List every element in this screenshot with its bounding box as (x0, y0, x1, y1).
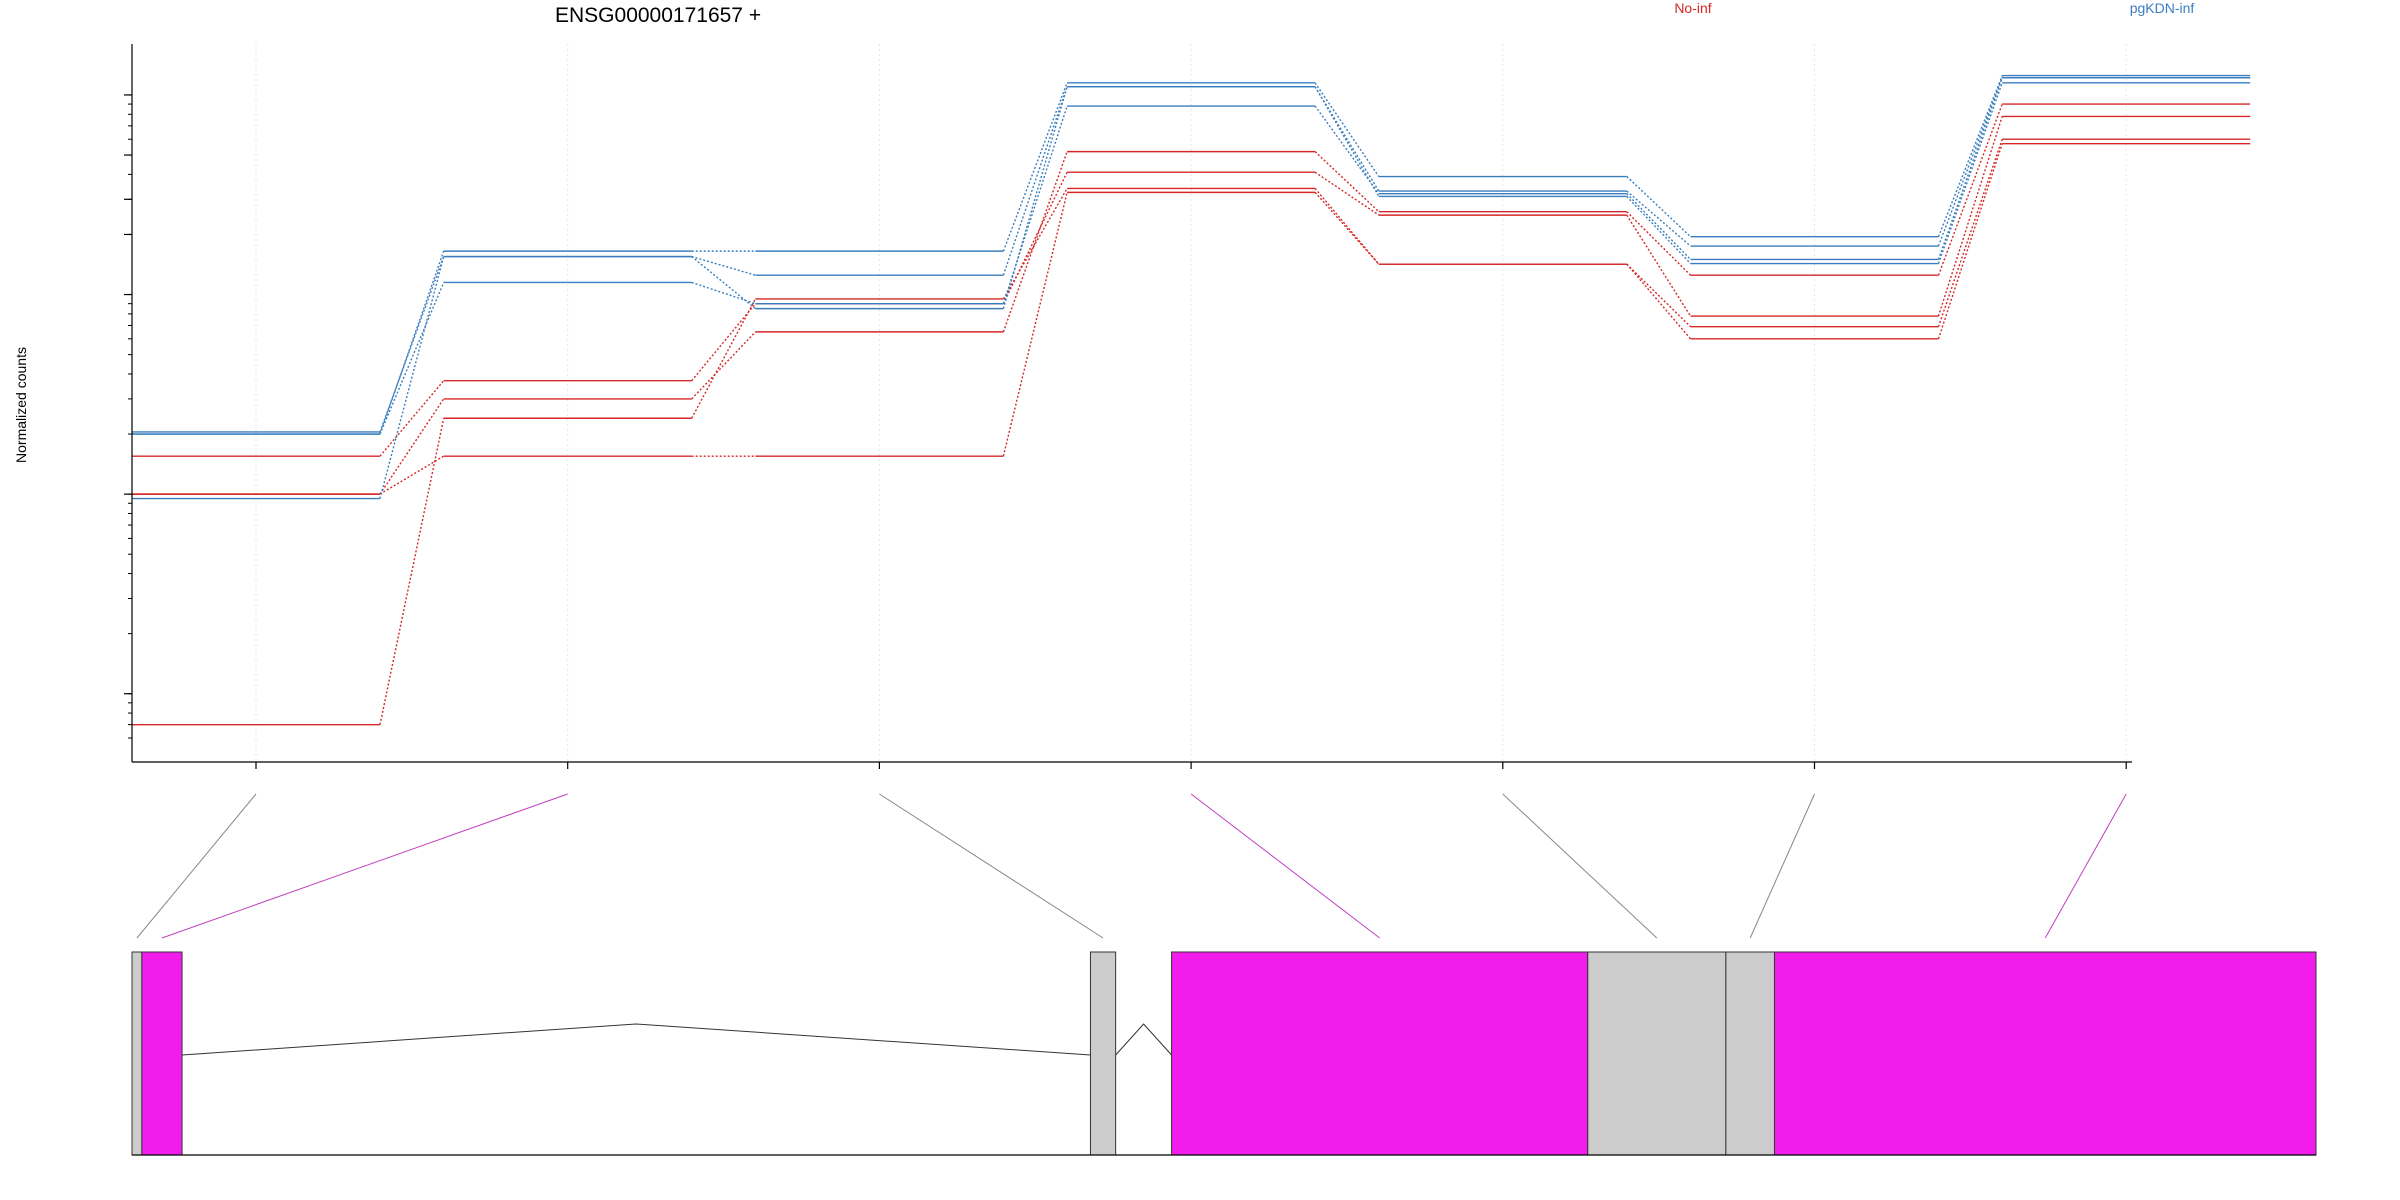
series-6-connector-6 (1937, 77, 2003, 260)
series-4-connector-5 (1626, 176, 1691, 238)
series-0-connector-3 (1002, 151, 1068, 333)
series-6-connector-5 (1626, 193, 1692, 260)
connector-e005 (1502, 793, 1658, 939)
series-5-connector-1 (379, 256, 445, 433)
series-7-connector-4 (1314, 86, 1380, 197)
legend-entry-pgkdn-inf: pgKDN-inf (2130, 0, 2195, 16)
exon-e003 (1089, 951, 1117, 1156)
series-2-connector-6 (1937, 139, 2003, 327)
series-2-connector-3 (1002, 188, 1068, 300)
series-1-connector-2 (691, 303, 756, 382)
series-4-connector-4 (1314, 82, 1380, 177)
exon-e002 (141, 951, 183, 1156)
connector-e004 (1190, 793, 1380, 939)
series-2 (132, 138, 2251, 726)
series-2-connector-1 (379, 418, 445, 725)
gene-model (131, 951, 2317, 1156)
exon-e001 (131, 951, 143, 1156)
series-2-connector-2 (691, 298, 757, 419)
series-1-connector-6 (1937, 116, 2003, 317)
series-7-connector-6 (1937, 82, 2003, 264)
series-0-connector-2 (691, 331, 756, 400)
connector-e001 (136, 793, 257, 939)
connector-e006 (1749, 793, 1815, 939)
series-7 (132, 82, 2251, 500)
series-6-connector-3 (1002, 105, 1068, 304)
series-7-connector-2 (691, 256, 756, 310)
series-3-connector-5 (1626, 263, 1692, 340)
series-6 (132, 77, 2251, 435)
series-7-connector-1 (379, 256, 445, 499)
series-0 (132, 103, 2251, 495)
series-3-connector-1 (379, 455, 445, 495)
series-lines (132, 74, 2251, 726)
series-3 (132, 142, 2251, 495)
series-1-connector-1 (379, 380, 445, 457)
series-2-connector-4 (1314, 188, 1380, 265)
series-4-connector-3 (1002, 82, 1068, 252)
series-4-connector-6 (1937, 75, 2003, 237)
y-axis-label: Normalized counts (13, 347, 29, 463)
series-5-connector-6 (1937, 77, 2003, 247)
series-4-connector-1 (379, 250, 445, 435)
series-7-connector-5 (1626, 195, 1692, 265)
y-axis (124, 44, 133, 762)
series-5-connector-3 (1002, 86, 1068, 276)
intron-1 (182, 1023, 1091, 1056)
x-axis (132, 761, 2132, 769)
series-7-connector-3 (1002, 86, 1068, 309)
series-0-connector-4 (1314, 151, 1380, 213)
series-5-connector-4 (1314, 86, 1380, 192)
intron-2 (1115, 1023, 1172, 1056)
series-1-connector-4 (1314, 171, 1380, 216)
exon-e004 (1171, 951, 1589, 1156)
connector-e007 (2044, 793, 2127, 939)
series-0-connector-1 (379, 398, 445, 495)
connector-e002 (161, 793, 568, 939)
legend-entry-no-inf: No-inf (1674, 0, 1711, 16)
series-3-connector-4 (1314, 191, 1380, 265)
exon-e006 (1725, 951, 1775, 1156)
chart-title: ENSG00000171657 + (555, 4, 761, 27)
series-0-connector-5 (1626, 211, 1691, 276)
exon-e005 (1587, 951, 1727, 1156)
series-5-connector-5 (1626, 190, 1691, 247)
series-0-connector-6 (1937, 103, 2003, 276)
series-3-connector-3 (1002, 192, 1068, 457)
exon-e007 (1773, 951, 2317, 1156)
exon-connectors (136, 793, 2127, 939)
series-6-connector-1 (379, 282, 445, 435)
connector-e003 (879, 793, 1104, 939)
series-5-connector-2 (691, 255, 756, 276)
series-2-connector-5 (1626, 263, 1691, 328)
series-6-connector-2 (691, 281, 756, 305)
series-1-connector-3 (1002, 171, 1068, 304)
